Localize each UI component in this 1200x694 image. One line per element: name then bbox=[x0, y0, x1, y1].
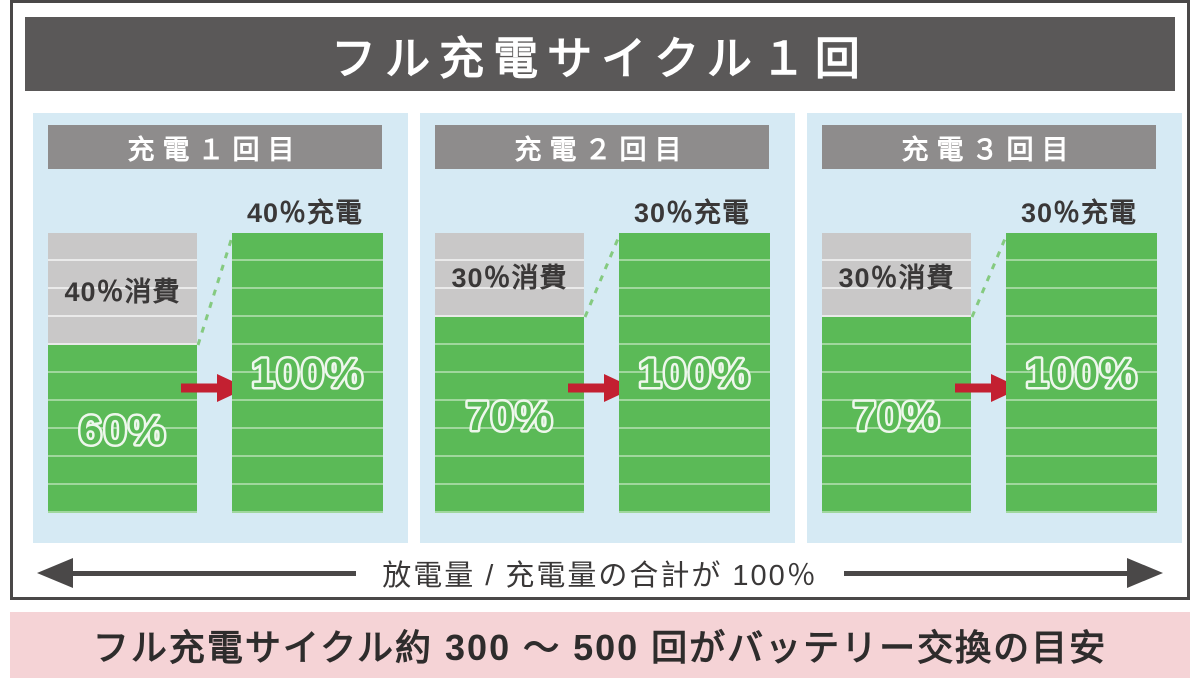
remaining-percent-label: 70% bbox=[463, 391, 554, 442]
full-percent-label: 100% bbox=[1023, 348, 1139, 399]
charge-amount-label: 40％充電 bbox=[246, 198, 364, 228]
battery-after: 100% bbox=[1006, 233, 1157, 513]
full-percent-label: 100% bbox=[249, 348, 365, 399]
axis-label: 放電量 / 充電量の合計が 100％ bbox=[382, 560, 818, 592]
consumed-label: 40％消費 bbox=[64, 276, 181, 307]
charge-panel: 充電３回目 30％充電 30％消費 70% 100% bbox=[807, 113, 1182, 543]
svg-text:70%: 70% bbox=[852, 393, 940, 439]
charge-amount-label: 30％充電 bbox=[633, 198, 751, 228]
battery-after: 100% bbox=[619, 233, 770, 513]
svg-text:100%: 100% bbox=[251, 350, 364, 396]
axis-line-right bbox=[843, 570, 1127, 576]
battery-before: 40％消費 60% bbox=[48, 233, 197, 513]
panel-header: 充電２回目 bbox=[435, 125, 769, 169]
battery-after: 100% bbox=[232, 233, 383, 513]
consumed-segment: 30％消費 bbox=[435, 233, 584, 317]
footer-banner: フル充電サイクル約 300 ～ 500 回がバッテリー交換の目安 bbox=[10, 612, 1190, 678]
axis-left-arrow-icon bbox=[37, 558, 73, 588]
svg-text:70%: 70% bbox=[465, 393, 553, 439]
consumed-label: 30％消費 bbox=[838, 262, 955, 293]
title-banner: フル充電サイクル１回 bbox=[25, 17, 1175, 91]
consumed-segment: 30％消費 bbox=[822, 233, 971, 317]
panels-row: 充電１回目 40％充電 40％消費 60% 100% bbox=[33, 113, 1182, 543]
battery-before: 30％消費 70% bbox=[435, 233, 584, 513]
axis-line-left bbox=[73, 570, 357, 576]
charge-amount-label: 30％充電 bbox=[1020, 198, 1138, 228]
panel-header: 充電１回目 bbox=[48, 125, 382, 169]
remaining-segment: 70% bbox=[435, 317, 584, 513]
full-segment: 100% bbox=[619, 233, 770, 513]
remaining-percent-label: 60% bbox=[76, 405, 167, 456]
svg-text:100%: 100% bbox=[638, 350, 751, 396]
total-axis: 放電量 / 充電量の合計が 100％ bbox=[37, 553, 1163, 593]
consumed-segment: 40％消費 bbox=[48, 233, 197, 345]
charge-panel: 充電１回目 40％充電 40％消費 60% 100% bbox=[33, 113, 408, 543]
panel-header: 充電３回目 bbox=[822, 125, 1156, 169]
battery-before: 30％消費 70% bbox=[822, 233, 971, 513]
main-frame: フル充電サイクル１回 充電１回目 40％充電 40％消費 60% 10 bbox=[10, 0, 1190, 600]
full-segment: 100% bbox=[232, 233, 383, 513]
consumed-label: 30％消費 bbox=[451, 262, 568, 293]
remaining-segment: 60% bbox=[48, 345, 197, 513]
remaining-segment: 70% bbox=[822, 317, 971, 513]
axis-right-arrow-icon bbox=[1127, 558, 1163, 588]
remaining-percent-label: 70% bbox=[850, 391, 941, 442]
svg-text:60%: 60% bbox=[78, 407, 166, 453]
full-percent-label: 100% bbox=[636, 348, 752, 399]
full-segment: 100% bbox=[1006, 233, 1157, 513]
svg-text:100%: 100% bbox=[1025, 350, 1138, 396]
charge-panel: 充電２回目 30％充電 30％消費 70% 100% bbox=[420, 113, 795, 543]
